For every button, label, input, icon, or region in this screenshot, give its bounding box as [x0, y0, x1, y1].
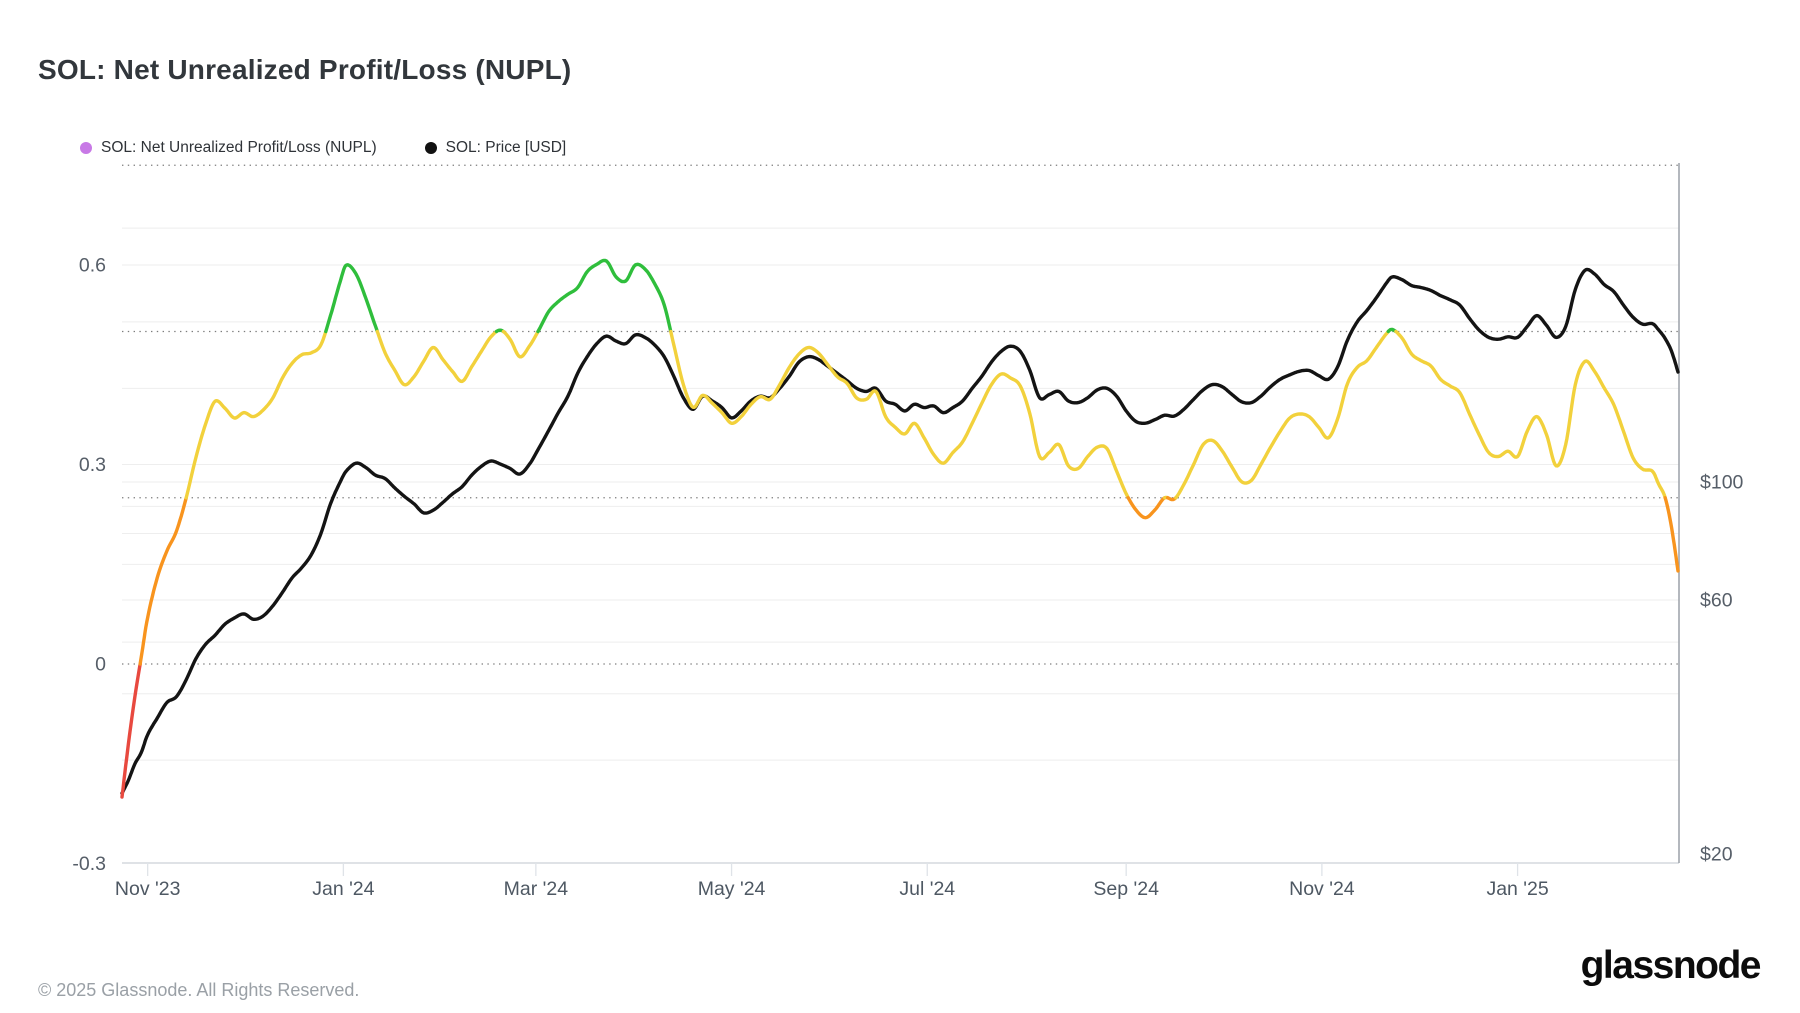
legend-item-label: SOL: Price [USD]	[445, 139, 567, 156]
left-axis-label: -0.3	[72, 853, 106, 875]
nupl-legend-dot	[80, 142, 92, 154]
legend: SOL: Net Unrealized Profit/Loss (NUPL) S…	[80, 139, 566, 157]
left-axis-label: 0	[95, 654, 106, 676]
nupl-line-segment[interactable]	[184, 329, 328, 500]
x-axis-label: Sep '24	[1093, 878, 1159, 900]
legend-item-label: SOL: Net Unrealized Profit/Loss (NUPL)	[101, 139, 377, 156]
nupl-line-segment[interactable]	[1174, 329, 1390, 500]
left-axis-label: 0.6	[79, 255, 106, 277]
nupl-line-segment[interactable]	[669, 329, 1130, 500]
price-line[interactable]	[120, 267, 1680, 795]
x-axis-label: Nov '23	[115, 878, 181, 900]
x-axis-label: Jul '24	[899, 878, 955, 900]
nupl-line-segment[interactable]	[1394, 329, 1667, 500]
nupl-line-segment[interactable]	[1663, 496, 1680, 573]
right-axis-label: $60	[1700, 590, 1733, 612]
right-axis-label: $20	[1700, 843, 1733, 865]
nupl-line-segment[interactable]	[536, 258, 673, 334]
nupl-line-segment[interactable]	[1126, 496, 1167, 520]
page-title: SOL: Net Unrealized Profit/Loss (NUPL)	[38, 54, 572, 85]
legend-item-nupl[interactable]: SOL: Net Unrealized Profit/Loss (NUPL)	[80, 139, 377, 157]
x-axis-label: Nov '24	[1289, 878, 1355, 900]
x-axis-label: May '24	[698, 878, 766, 900]
x-axis-label: Jan '25	[1486, 878, 1548, 900]
nupl-line-segment[interactable]	[501, 329, 540, 359]
x-axis-label: Jan '24	[312, 878, 374, 900]
right-axis-label: $100	[1700, 472, 1744, 494]
price-legend-dot	[424, 142, 437, 154]
copyright-text: © 2025 Glassnode. All Rights Reserved.	[38, 980, 360, 1000]
left-axis-label: 0.3	[79, 454, 106, 476]
nupl-line-segment[interactable]	[375, 329, 499, 387]
legend-item-price[interactable]: SOL: Price [USD]	[424, 139, 567, 157]
nupl-line-segment[interactable]	[324, 263, 379, 334]
glassnode-logo[interactable]: glassnode	[1580, 944, 1762, 987]
nupl-line-segment[interactable]	[138, 496, 188, 666]
x-axis-label: Mar '24	[504, 878, 569, 900]
nupl-line-segment[interactable]	[120, 662, 142, 799]
